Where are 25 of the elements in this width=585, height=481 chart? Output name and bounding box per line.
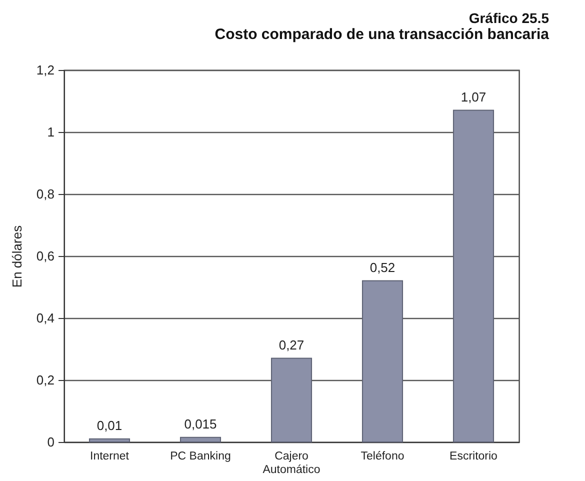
- x-tick-label: Cajero Automático: [262, 450, 320, 476]
- y-tick-label: 0,4: [36, 310, 54, 326]
- y-tick-label: 0,8: [36, 186, 54, 202]
- bar: [88, 438, 130, 442]
- x-tick-label: Internet: [90, 450, 130, 462]
- x-tick-label: Teléfono: [360, 450, 404, 462]
- y-tick-label: 0,2: [36, 372, 54, 388]
- bar: [362, 280, 404, 442]
- data-label: 0,52: [370, 260, 396, 275]
- data-label: 1,07: [460, 89, 486, 104]
- chart-subtitle: Costo comparado de una transacción bancaria: [214, 26, 550, 43]
- data-label: 0,01: [96, 418, 122, 433]
- bar: [270, 358, 312, 442]
- bar: [452, 110, 494, 442]
- y-tick-label: 1,2: [36, 62, 54, 78]
- y-tick-label: 0,6: [36, 248, 54, 264]
- chart-title: Gráfico 25.5: [468, 10, 550, 26]
- data-label: 0,27: [278, 337, 304, 352]
- y-axis-title: En dólares: [9, 224, 24, 288]
- y-tick-label: 1: [47, 124, 54, 140]
- y-tick-label: 0: [47, 434, 54, 450]
- data-label: 0,015: [184, 416, 217, 432]
- bar: [180, 436, 222, 442]
- x-tick-label: Escritorio: [450, 450, 498, 462]
- x-tick-label: PC Banking: [170, 450, 231, 462]
